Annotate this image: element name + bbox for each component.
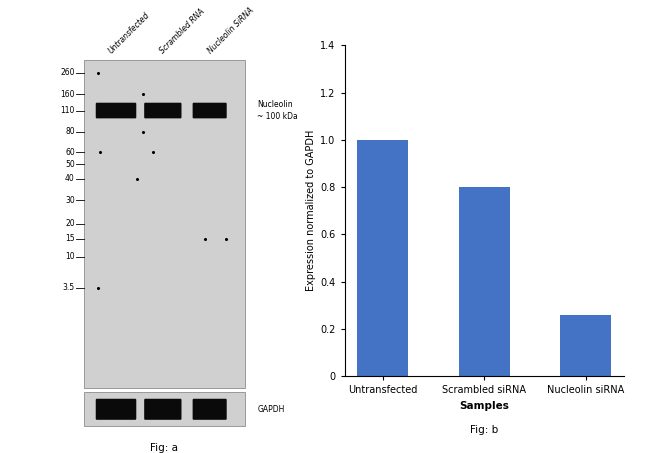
Text: Fig: b: Fig: b	[470, 425, 499, 435]
Bar	[459, 187, 510, 376]
Y-axis label: Expression normalized to GAPDH: Expression normalized to GAPDH	[306, 130, 316, 291]
Text: Scrambled RNA: Scrambled RNA	[158, 7, 207, 55]
Text: Untransfected: Untransfected	[107, 10, 151, 55]
Text: 40: 40	[65, 174, 75, 183]
Bar	[560, 314, 611, 376]
FancyBboxPatch shape	[144, 399, 181, 420]
Text: 160: 160	[60, 90, 75, 99]
Text: 20: 20	[65, 219, 75, 228]
Polygon shape	[84, 392, 245, 426]
X-axis label: Samples: Samples	[460, 400, 509, 410]
FancyBboxPatch shape	[192, 399, 227, 420]
FancyBboxPatch shape	[96, 399, 136, 420]
FancyBboxPatch shape	[192, 103, 227, 118]
Polygon shape	[84, 60, 245, 388]
Text: Nucleolin
~ 100 kDa: Nucleolin ~ 100 kDa	[257, 100, 298, 121]
Bar	[358, 140, 408, 376]
Text: GAPDH: GAPDH	[257, 405, 285, 414]
Text: 80: 80	[65, 127, 75, 136]
FancyBboxPatch shape	[144, 103, 181, 118]
FancyBboxPatch shape	[96, 103, 136, 118]
Text: Fig: a: Fig: a	[150, 443, 179, 453]
Text: Nucleolin SiRNA: Nucleolin SiRNA	[207, 6, 256, 55]
Text: 15: 15	[65, 234, 75, 243]
Text: 260: 260	[60, 68, 75, 77]
Text: 3.5: 3.5	[62, 284, 75, 293]
Text: 10: 10	[65, 252, 75, 261]
Text: 30: 30	[65, 196, 75, 205]
Text: 110: 110	[60, 106, 75, 115]
Text: 50: 50	[65, 159, 75, 169]
Text: 60: 60	[65, 148, 75, 157]
